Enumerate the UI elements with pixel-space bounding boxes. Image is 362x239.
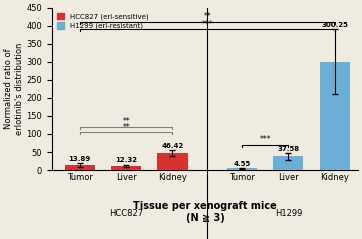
Text: **: ** <box>122 117 130 126</box>
Bar <box>111 166 141 170</box>
Text: 46.42: 46.42 <box>161 143 184 149</box>
Legend: HCC827 (erl-sensitive), H1299 (erl-resistant): HCC827 (erl-sensitive), H1299 (erl-resis… <box>55 11 151 31</box>
Text: ***: *** <box>259 136 271 144</box>
Bar <box>273 157 303 170</box>
Text: HCC827: HCC827 <box>109 209 143 218</box>
Text: ***: *** <box>201 20 213 29</box>
Text: 300.25: 300.25 <box>321 22 348 28</box>
Text: **: ** <box>203 12 211 21</box>
Bar <box>227 168 257 170</box>
Text: 12.32: 12.32 <box>115 158 137 163</box>
Bar <box>320 62 350 170</box>
Text: 13.89: 13.89 <box>69 156 91 162</box>
X-axis label: Tissue per xenograft mice
(N ≧ 3): Tissue per xenograft mice (N ≧ 3) <box>133 201 277 223</box>
Text: H1299: H1299 <box>275 209 302 218</box>
Bar <box>65 165 95 170</box>
Bar <box>157 153 188 170</box>
Y-axis label: Normalized ratio of
erlotinib's distribution: Normalized ratio of erlotinib's distribu… <box>4 43 24 135</box>
Text: 4.55: 4.55 <box>233 161 251 167</box>
Text: 37.58: 37.58 <box>277 146 299 152</box>
Text: **: ** <box>122 123 130 132</box>
